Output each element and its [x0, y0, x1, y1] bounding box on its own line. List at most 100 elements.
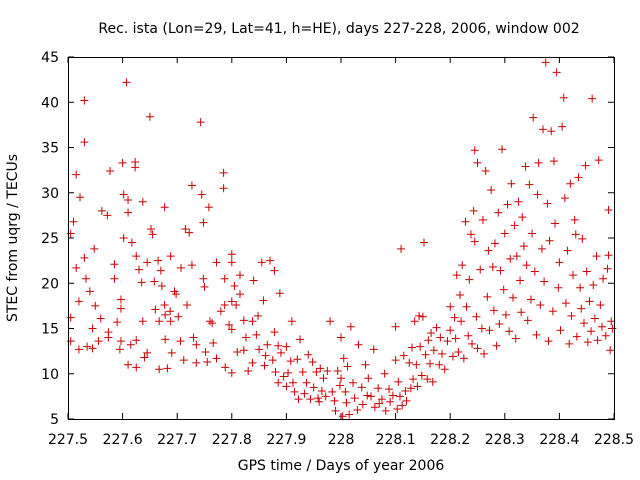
data-point-plus-marker	[317, 386, 326, 395]
data-point-plus-marker	[74, 297, 83, 306]
data-point-plus-marker	[119, 190, 128, 199]
data-point-plus-marker	[393, 405, 402, 414]
data-point-plus-marker	[572, 332, 581, 341]
data-point-plus-marker	[419, 238, 428, 247]
y-axis-ticks: 5 10 15 20 25 30 35 40 45	[41, 50, 614, 428]
data-point-plus-marker	[274, 378, 283, 387]
data-point-plus-marker	[406, 384, 415, 393]
data-point-plus-marker	[155, 365, 164, 374]
data-point-plus-marker	[603, 264, 612, 273]
data-point-plus-marker	[270, 266, 279, 275]
data-point-plus-marker	[338, 412, 347, 421]
data-point-plus-marker	[588, 94, 597, 103]
data-point-plus-marker	[122, 78, 131, 87]
data-point-plus-marker	[476, 265, 485, 274]
data-point-plus-marker	[499, 285, 508, 294]
data-point-plus-marker	[380, 369, 389, 378]
data-point-plus-marker	[221, 363, 230, 372]
data-point-plus-marker	[140, 353, 149, 362]
data-point-plus-marker	[66, 229, 75, 238]
data-point-plus-marker	[450, 313, 459, 322]
data-point-plus-marker	[601, 331, 610, 340]
data-point-plus-marker	[116, 295, 125, 304]
data-point-plus-marker	[452, 271, 461, 280]
data-point-plus-marker	[160, 300, 169, 309]
data-point-plus-marker	[448, 352, 457, 361]
data-point-plus-marker	[469, 206, 478, 215]
data-point-plus-marker	[76, 193, 85, 202]
data-point-plus-marker	[585, 297, 594, 306]
data-points	[66, 58, 617, 421]
data-point-plus-marker	[279, 372, 288, 381]
x-tick-label: 228.4	[539, 432, 579, 448]
data-point-plus-marker	[492, 341, 501, 350]
data-point-plus-marker	[342, 398, 351, 407]
data-point-plus-marker	[428, 377, 437, 386]
data-point-plus-marker	[556, 326, 565, 335]
data-point-plus-marker	[260, 361, 269, 370]
data-point-plus-marker	[161, 310, 170, 319]
data-point-plus-marker	[83, 342, 92, 351]
data-point-plus-marker	[456, 291, 465, 300]
data-point-plus-marker	[72, 263, 81, 272]
data-point-plus-marker	[495, 319, 504, 328]
data-point-plus-marker	[436, 333, 445, 342]
data-point-plus-marker	[257, 258, 266, 267]
data-point-plus-marker	[80, 253, 89, 262]
data-point-plus-marker	[343, 362, 352, 371]
data-point-plus-marker	[284, 368, 293, 377]
data-point-plus-marker	[357, 383, 366, 392]
data-point-plus-marker	[458, 261, 467, 270]
data-point-plus-marker	[500, 229, 509, 238]
data-point-plus-marker	[138, 197, 147, 206]
data-point-plus-marker	[579, 319, 588, 328]
data-point-plus-marker	[589, 281, 598, 290]
data-point-plus-marker	[116, 304, 125, 313]
data-point-plus-marker	[350, 394, 359, 403]
data-point-plus-marker	[583, 338, 592, 347]
data-point-plus-marker	[296, 335, 305, 344]
data-point-plus-marker	[263, 340, 272, 349]
data-point-plus-marker	[271, 367, 280, 376]
data-point-plus-marker	[163, 364, 172, 373]
data-point-plus-marker	[508, 293, 517, 302]
data-point-plus-marker	[558, 122, 567, 131]
data-point-plus-marker	[432, 323, 441, 332]
data-point-plus-marker	[151, 305, 160, 314]
data-point-plus-marker	[219, 184, 228, 193]
data-point-plus-marker	[337, 333, 345, 342]
data-point-plus-marker	[429, 346, 438, 355]
data-point-plus-marker	[506, 254, 515, 263]
data-point-plus-marker	[91, 301, 100, 310]
data-point-plus-marker	[523, 316, 532, 325]
data-point-plus-marker	[412, 360, 421, 369]
data-point-plus-marker	[512, 252, 521, 261]
chart-title: Rec. ista (Lon=29, Lat=41, h=HE), days 2…	[98, 21, 579, 37]
data-point-plus-marker	[232, 300, 241, 309]
data-point-plus-marker	[494, 208, 503, 217]
data-point-plus-marker	[511, 334, 520, 343]
data-point-plus-marker	[540, 277, 549, 286]
data-point-plus-marker	[66, 313, 75, 322]
data-point-plus-marker	[349, 378, 358, 387]
data-point-plus-marker	[137, 278, 146, 287]
data-point-plus-marker	[132, 363, 141, 372]
data-point-plus-marker	[596, 300, 605, 309]
data-point-plus-marker	[516, 276, 525, 285]
data-point-plus-marker	[189, 333, 198, 342]
data-point-plus-marker	[200, 282, 209, 291]
data-point-plus-marker	[608, 324, 617, 333]
data-point-plus-marker	[466, 230, 475, 239]
data-point-plus-marker	[319, 374, 328, 383]
data-point-plus-marker	[559, 93, 568, 102]
data-point-plus-marker	[470, 146, 479, 155]
data-point-plus-marker	[529, 113, 538, 122]
data-point-plus-marker	[96, 314, 105, 323]
data-point-plus-marker	[323, 367, 332, 376]
data-point-plus-marker	[259, 296, 268, 305]
data-point-plus-marker	[594, 156, 603, 165]
data-point-plus-marker	[537, 244, 546, 253]
data-point-plus-marker	[187, 181, 196, 190]
data-point-plus-marker	[446, 326, 455, 335]
data-point-plus-marker	[337, 374, 345, 383]
